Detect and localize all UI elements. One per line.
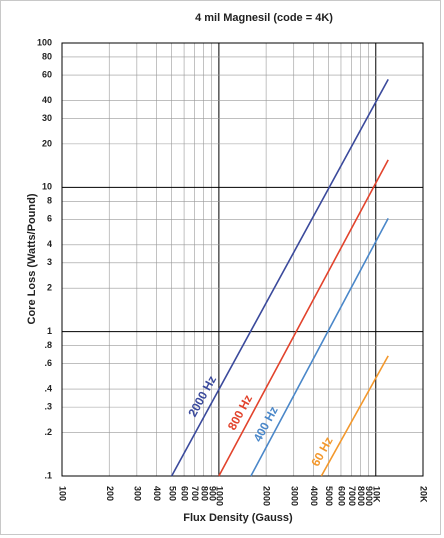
x-tick-label: 600 (180, 486, 190, 501)
x-tick-label: 300 (132, 486, 142, 501)
x-tick-label: 3000 (289, 486, 299, 506)
x-tick-label: 2000 (262, 486, 272, 506)
y-tick-label: 10 (42, 182, 52, 192)
y-tick-label: 60 (42, 69, 52, 79)
x-tick-label: 10K (371, 486, 381, 503)
x-tick-label: 4000 (309, 486, 319, 506)
y-tick-label: 80 (42, 51, 52, 61)
x-tick-label: 20K (419, 486, 429, 503)
series-label: 2000 Hz (185, 373, 219, 419)
y-tick-label: .2 (44, 427, 52, 437)
x-tick-label: 1000 (215, 486, 225, 506)
plot-border (61, 42, 424, 477)
y-tick-label: 20 (42, 138, 52, 148)
x-tick-label: 100 (58, 486, 68, 501)
x-tick-label: 900 (207, 486, 217, 501)
x-tick-label: 8000 (356, 486, 366, 506)
y-tick-label: 30 (42, 113, 52, 123)
y-tick-label: .1 (44, 470, 52, 480)
series-line (170, 78, 389, 477)
x-tick-label: 200 (105, 486, 115, 501)
y-tick-label: .8 (44, 340, 52, 350)
y-tick-label: 8 (47, 196, 52, 206)
chart-title: 4 mil Magnesil (code = 4K) (195, 12, 333, 24)
x-tick-label: 800 (199, 486, 209, 501)
y-tick-label: 100 (37, 37, 52, 47)
x-tick-label: 9000 (364, 486, 374, 506)
x-tick-label: 700 (190, 486, 200, 501)
series-line (250, 217, 389, 477)
y-tick-label: .6 (44, 358, 52, 368)
x-axis-label: Flux Density (Gauss) (183, 512, 293, 524)
x-tick-label: 400 (152, 486, 162, 501)
x-tick-label: 7000 (347, 486, 357, 506)
series-line (320, 355, 389, 477)
series-label: 60 Hz (308, 434, 335, 468)
y-tick-label: 2 (47, 283, 52, 293)
y-tick-label: 3 (47, 257, 52, 267)
x-tick-label: 5000 (324, 486, 334, 506)
y-axis-label: Core Loss (Watts/Pound) (26, 193, 38, 324)
series-label: 800 Hz (225, 392, 255, 432)
x-tick-label: 500 (167, 486, 177, 501)
y-tick-label: 6 (47, 214, 52, 224)
y-tick-label: 1 (47, 326, 52, 336)
x-tick-label: 6000 (337, 486, 347, 506)
series-line (218, 159, 389, 477)
y-tick-label: .3 (44, 402, 52, 412)
y-tick-label: .4 (44, 383, 52, 393)
y-tick-label: 4 (47, 239, 52, 249)
y-tick-label: 40 (42, 95, 52, 105)
